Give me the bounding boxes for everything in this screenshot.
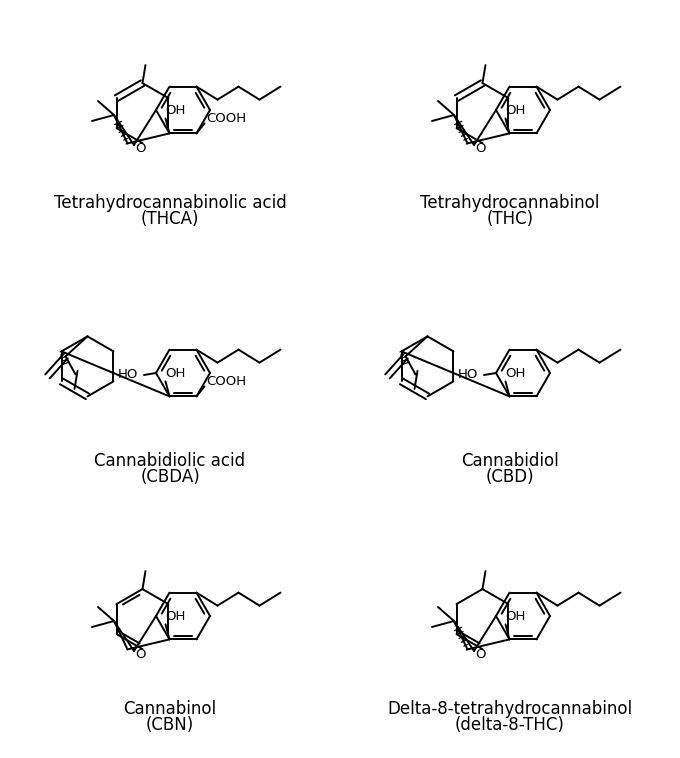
Text: COOH: COOH	[207, 375, 247, 388]
Text: OH: OH	[505, 367, 526, 380]
Text: (THC): (THC)	[486, 210, 534, 228]
Text: (CBN): (CBN)	[146, 716, 194, 734]
Text: HO: HO	[458, 368, 478, 381]
Text: O: O	[475, 649, 486, 662]
Text: OH: OH	[165, 610, 186, 623]
Text: O: O	[135, 143, 146, 155]
Text: Cannabidiolic acid: Cannabidiolic acid	[95, 452, 245, 470]
Text: OH: OH	[505, 610, 526, 623]
Text: HO: HO	[118, 368, 138, 381]
Text: O: O	[135, 649, 146, 662]
Text: Tetrahydrocannabinolic acid: Tetrahydrocannabinolic acid	[54, 194, 286, 212]
Text: (THCA): (THCA)	[141, 210, 199, 228]
Text: Delta-8-tetrahydrocannabinol: Delta-8-tetrahydrocannabinol	[388, 700, 632, 718]
Text: Cannabinol: Cannabinol	[124, 700, 216, 718]
Text: Cannabidiol: Cannabidiol	[461, 452, 559, 470]
Text: OH: OH	[505, 104, 526, 117]
Text: Tetrahydrocannabinol: Tetrahydrocannabinol	[420, 194, 600, 212]
Text: OH: OH	[165, 104, 186, 117]
Text: O: O	[475, 143, 486, 155]
Text: (delta-8-THC): (delta-8-THC)	[455, 716, 565, 734]
Text: (CBDA): (CBDA)	[140, 468, 200, 486]
Text: COOH: COOH	[207, 112, 247, 125]
Text: (CBD): (CBD)	[486, 468, 534, 486]
Text: OH: OH	[165, 367, 186, 380]
